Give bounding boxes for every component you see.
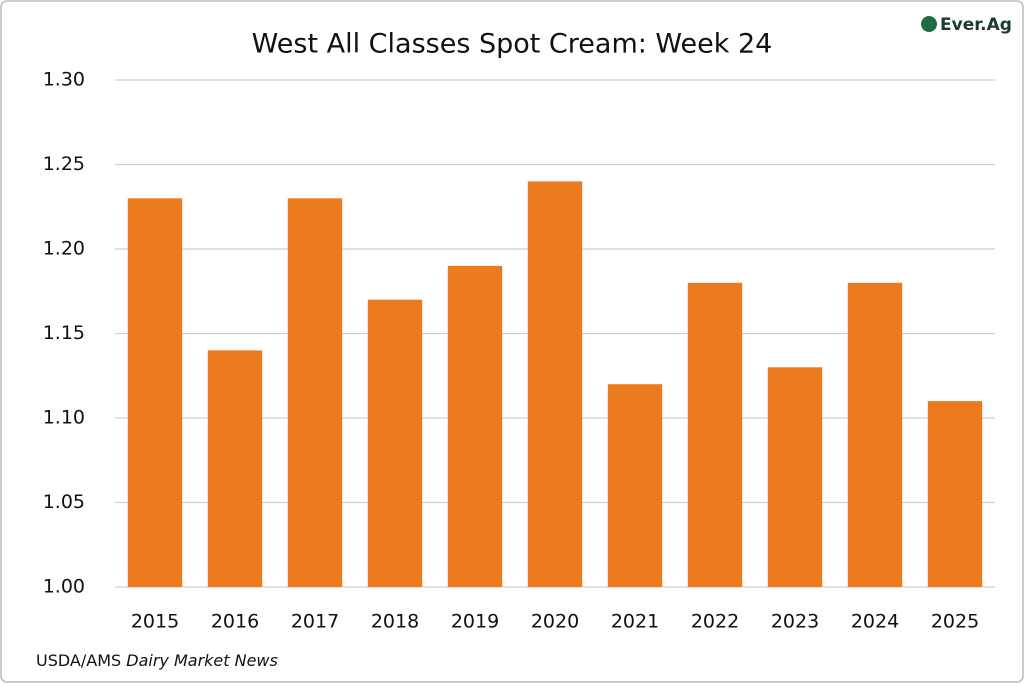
bar bbox=[367, 299, 423, 587]
source-org: USDA/AMS bbox=[36, 651, 121, 670]
bar bbox=[927, 401, 983, 587]
x-tick-label: 2018 bbox=[371, 611, 419, 633]
bar bbox=[127, 198, 183, 588]
bar bbox=[687, 282, 743, 587]
bar bbox=[527, 181, 583, 587]
x-tick-label: 2016 bbox=[211, 611, 259, 633]
chart-title: West All Classes Spot Cream: Week 24 bbox=[252, 29, 773, 60]
y-tick-label: 1.00 bbox=[43, 576, 85, 598]
bar bbox=[287, 198, 343, 588]
logo-icon bbox=[921, 16, 937, 32]
bar bbox=[767, 367, 823, 587]
y-tick-label: 1.05 bbox=[43, 491, 85, 513]
x-tick-label: 2022 bbox=[691, 611, 739, 633]
x-tick-label: 2017 bbox=[291, 611, 339, 633]
x-tick-label: 2015 bbox=[131, 611, 179, 633]
bar bbox=[447, 265, 503, 587]
x-tick-label: 2024 bbox=[851, 611, 899, 633]
y-tick-label: 1.20 bbox=[43, 238, 85, 260]
y-tick-label: 1.15 bbox=[43, 322, 85, 344]
y-tick-label: 1.10 bbox=[43, 407, 85, 429]
x-tick-label: 2023 bbox=[771, 611, 819, 633]
x-tick-label: 2019 bbox=[451, 611, 499, 633]
x-tick-label: 2020 bbox=[531, 611, 579, 633]
y-tick-label: 1.25 bbox=[43, 153, 85, 175]
bar bbox=[207, 350, 263, 587]
source: USDA/AMS Dairy Market News bbox=[36, 651, 278, 670]
logo: Ever.Ag bbox=[940, 15, 1012, 35]
x-tick-label: 2025 bbox=[931, 611, 979, 633]
bar bbox=[847, 282, 903, 587]
bar bbox=[607, 384, 663, 587]
source-name: Dairy Market News bbox=[126, 651, 278, 670]
y-tick-label: 1.30 bbox=[43, 69, 85, 91]
x-tick-label: 2021 bbox=[611, 611, 659, 633]
